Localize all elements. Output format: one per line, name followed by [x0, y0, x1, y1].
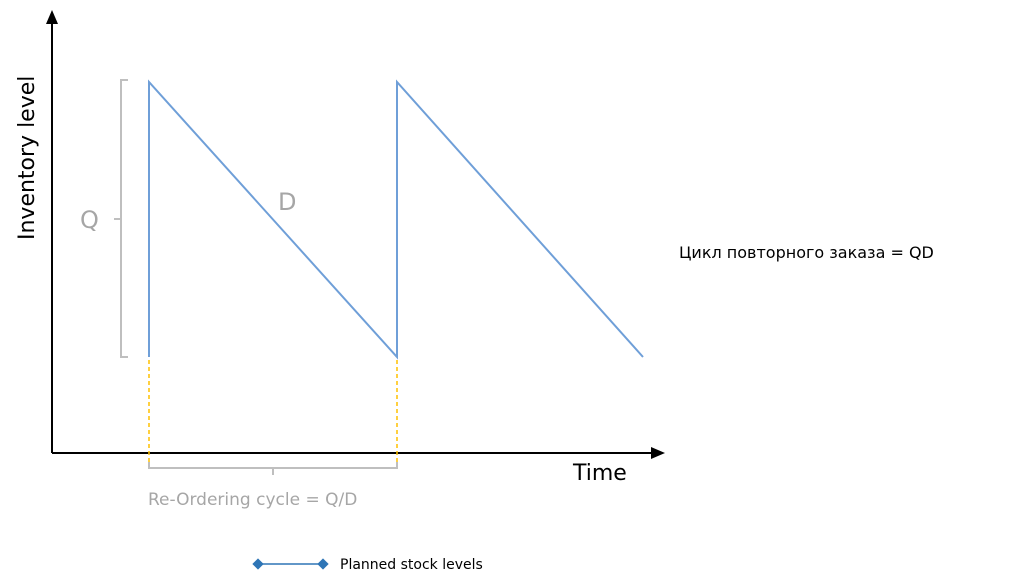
side-note: Цикл повторного заказа = QD	[679, 243, 934, 262]
legend-label: Planned stock levels	[340, 557, 483, 573]
y-axis-label: Inventory level	[15, 76, 40, 240]
x-axis-label: Time	[572, 461, 627, 486]
demand-label: D	[278, 188, 296, 216]
quantity-label: Q	[80, 206, 99, 234]
stock-level-line	[148, 79, 644, 360]
cycle-label: Re-Ordering cycle = Q/D	[148, 490, 357, 510]
quantity-bracket	[114, 79, 128, 358]
legend-marker-right	[317, 558, 329, 570]
y-axis-arrow	[46, 10, 58, 24]
cycle-bracket	[148, 462, 398, 475]
x-axis-arrow	[651, 447, 665, 459]
legend-marker-left	[252, 558, 264, 570]
